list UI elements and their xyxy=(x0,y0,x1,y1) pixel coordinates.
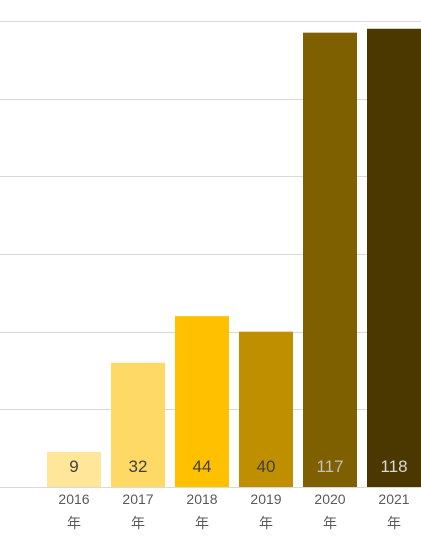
x-axis-tick-labels: 2016 年 2017 年 2018 年 2019 年 2020 年 2021 年 xyxy=(58,491,409,531)
bar-1 xyxy=(111,362,165,487)
data-label-2: 44 xyxy=(193,457,212,476)
data-labels: 9 32 44 40 117 118 xyxy=(69,457,407,476)
data-label-5: 118 xyxy=(380,457,407,476)
data-label-1: 32 xyxy=(129,457,148,476)
bar-2 xyxy=(175,316,229,487)
tick-label-5: 2021 年 xyxy=(378,491,409,531)
bar-4 xyxy=(303,32,357,488)
bar-5 xyxy=(367,28,421,488)
bar-0 xyxy=(47,452,101,487)
data-label-4: 117 xyxy=(316,457,343,476)
tick-label-0: 2016 年 xyxy=(58,491,89,531)
tick-label-2: 2018 年 xyxy=(186,491,217,531)
bar-3 xyxy=(239,331,293,487)
bars xyxy=(47,28,421,488)
data-label-0: 9 xyxy=(69,457,78,476)
data-label-3: 40 xyxy=(257,457,276,476)
tick-label-1: 2017 年 xyxy=(122,491,153,531)
tick-label-4: 2020 年 xyxy=(314,491,345,531)
tick-label-3: 2019 年 xyxy=(250,491,281,531)
